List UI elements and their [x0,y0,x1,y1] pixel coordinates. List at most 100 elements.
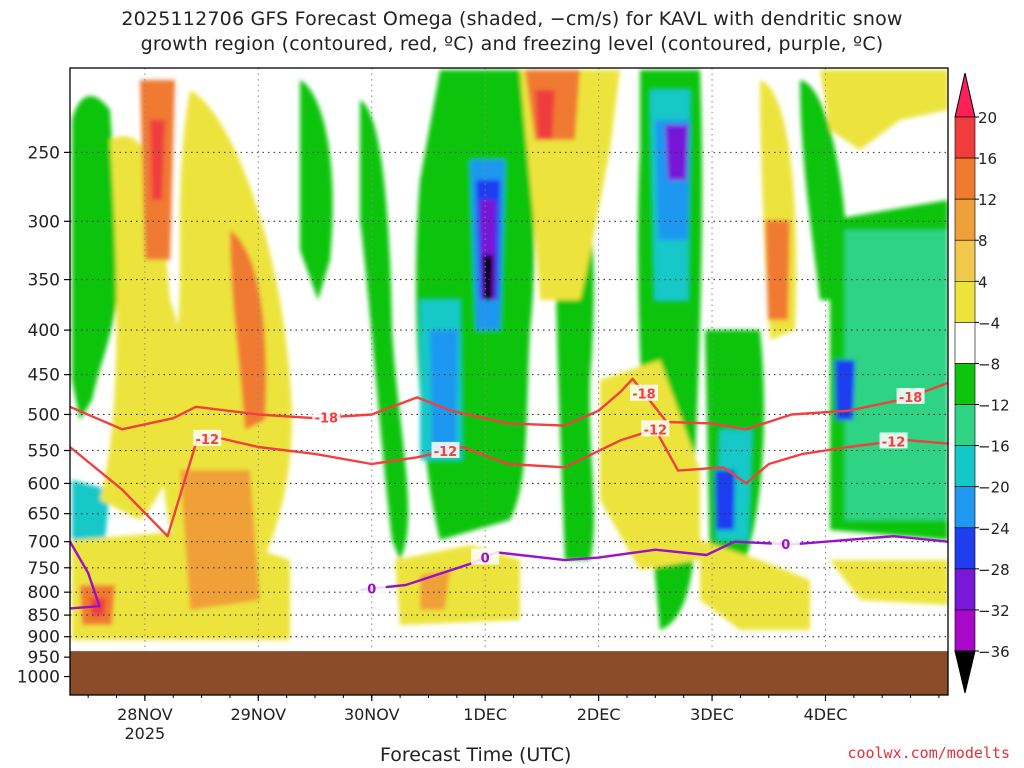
contour-label-minus18: -18 [632,388,656,403]
omega-band-green-1 [72,96,120,421]
colorbar-box-0 [954,116,976,159]
y-tick-label-700: 700 [28,533,60,553]
contour-label-bg [471,548,500,565]
y-tick-label-550: 550 [28,442,60,462]
colorbar-label: −32 [978,602,1010,620]
contour-label-minus12: -12 [644,423,668,438]
colorbar-bottom-arrow [954,650,976,694]
temperature-contours: -18 -18 -18 -12 -12 -12 -12 0 0 0 [70,377,948,610]
y-tick-label-500: 500 [28,405,60,425]
colorbar-box-3 [954,239,976,282]
y-tick-label-350: 350 [28,271,60,291]
omega-band-orange-1 [180,470,260,610]
y-tick-label-650: 650 [28,505,60,525]
colorbar-label: 20 [978,109,997,127]
chart-title-line-1: 2025112706 GFS Forecast Omega (shaded, −… [121,8,903,30]
omega-shading [72,70,948,640]
y-tick-label-450: 450 [28,366,60,386]
omega-band-teal-2 [72,480,110,545]
colorbar-box-2 [954,198,976,241]
omega-band-orange-7 [765,220,790,320]
contour-label-0: 0 [367,583,376,598]
contour-label-0: 0 [481,552,490,567]
contour-label-minus12: -12 [196,433,220,448]
x-tick-label-2DEC: 2DEC [577,705,621,724]
omega-band-black-1 [483,255,493,300]
x-tick-label-1DEC: 1DEC [463,705,507,724]
colorbar-label: −4 [978,314,1000,332]
x-tick-label-4DEC: 4DEC [804,705,848,724]
contour-label-bg [641,420,670,437]
plot-frame [69,67,949,696]
contour-label-minus12: -12 [434,445,458,460]
omega-band-blue-1 [430,330,458,450]
colorbar-box-7 [954,404,976,446]
colorbar-label: −20 [978,479,1010,497]
contour-label-0: 0 [781,538,790,553]
y-tick-label-250: 250 [28,143,60,163]
y-tick-label-800: 800 [28,583,60,603]
omega-band-red-3 [535,90,555,140]
x-year-label: 2025 [125,724,166,743]
colorbar-box-6 [954,363,976,405]
omega-band-yellow-6 [600,360,700,570]
contour-label-bg [431,441,460,458]
contour-label-bg [771,535,800,552]
y-tick-label-850: 850 [28,606,60,626]
contour-label-bg [879,432,908,449]
y-tick-label-900: 900 [28,628,60,648]
colorbar-label: 8 [978,232,988,250]
y-axis: 2503003504004505005506006507007508008509… [17,143,70,688]
x-axis-title: Forecast Time (UTC) [380,744,572,766]
y-tick-label-300: 300 [28,212,60,232]
x-tick-label-30NOV: 30NOV [344,705,400,724]
colorbar-label: 4 [978,273,988,291]
colorbar-box-1 [954,157,976,200]
contour-label-minus12: -12 [882,435,906,450]
colorbar: 20 16 12 8 4 −4 −8 −12 −16 −20 −24 −28 −32 −36 [954,72,1010,694]
contour-label-bg [357,579,386,596]
y-tick-label-1000: 1000 [17,668,60,688]
omega-band-yellow-7 [700,540,810,630]
omega-band-yellow-5 [395,545,520,625]
colorbar-label: 16 [978,150,997,168]
colorbar-box-9 [954,486,976,529]
colorbar-box-5 [954,322,976,364]
y-tick-label-600: 600 [28,474,60,494]
colorbar-label: 12 [978,191,997,209]
omega-band-orange-2 [230,230,267,430]
colorbar-label: −16 [978,438,1010,456]
omega-band-red-1 [150,120,165,200]
contour-line-0-3 [70,541,101,610]
colorbar-top-arrow [954,72,976,118]
contour-label-bg [193,429,222,446]
contour-label-bg [896,387,925,404]
x-tick-label-28NOV: 28NOV [117,705,173,724]
colorbar-label: −12 [978,397,1010,415]
y-tick-label-950: 950 [28,648,60,668]
colorbar-box-4 [954,281,976,323]
colorbar-label: −8 [978,355,1000,373]
colorbar-box-10 [954,527,976,570]
y-tick-label-400: 400 [28,321,60,341]
x-axis: 28NOV 29NOV 30NOV 1DEC 2DEC 3DEC 4DEC 2025 [87,695,940,743]
contour-line-minus18-0 [70,377,948,431]
colorbar-label: −28 [978,561,1010,579]
omega-band-yellow-9 [820,70,948,150]
omega-band-blue-6 [715,470,735,530]
chart-title-line-2: growth region (contoured, red, ºC) and f… [140,33,884,55]
credit-link[interactable]: coolwx.com/modelts [847,744,1010,762]
contour-label-bg [629,384,658,401]
colorbar-box-8 [954,445,976,487]
omega-band-yellow-10 [830,560,948,605]
x-tick-label-29NOV: 29NOV [231,705,287,724]
omega-band-green-2 [300,80,333,300]
colorbar-label: −24 [978,520,1010,538]
omega-band-orange-6 [420,570,450,610]
x-tick-label-3DEC: 3DEC [690,705,734,724]
contour-label-bg [312,408,341,425]
ground-below-surface [70,651,948,695]
colorbar-box-11 [954,568,976,611]
contour-label-minus18: -18 [315,411,339,426]
